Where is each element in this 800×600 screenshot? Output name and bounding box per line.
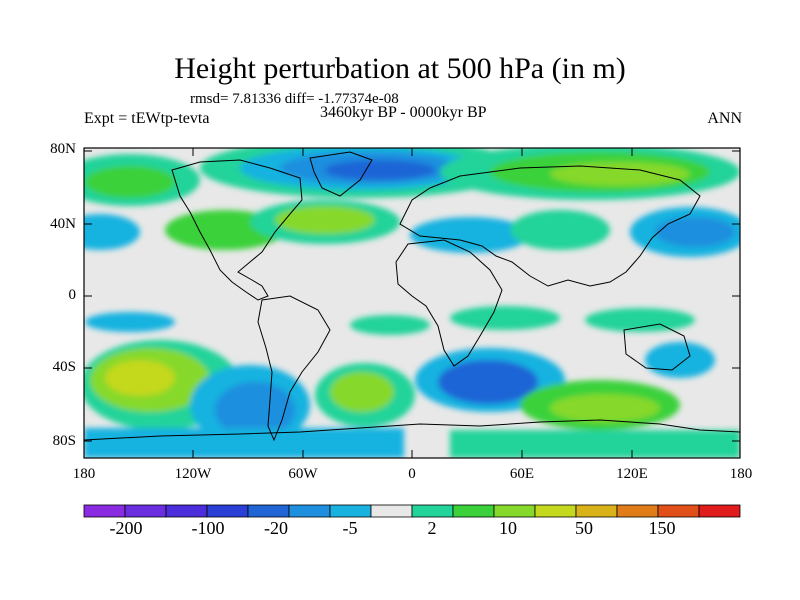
coastline-north-america: [171, 159, 303, 301]
lat-tick-label: 80S: [52, 433, 76, 449]
field-blob: [325, 160, 435, 180]
field-blob: [84, 214, 140, 250]
field-blob: [84, 428, 404, 458]
lon-tick-label: 120W: [174, 466, 212, 482]
colorbar-swatch: [452, 504, 495, 518]
field-blob: [85, 312, 175, 332]
lon-tick-label: 0: [408, 466, 416, 482]
colorbar-swatch: [698, 504, 741, 518]
coastline-australia: [623, 323, 691, 371]
colorbar-swatch: [493, 504, 536, 518]
axis-ticks: [84, 148, 740, 458]
lon-tick-label: 180: [729, 466, 753, 482]
field-blob: [645, 342, 715, 378]
colorbar-label: 50: [575, 518, 593, 538]
field-blob: [85, 166, 175, 198]
field-blob: [585, 308, 695, 332]
colorbar-swatch: [247, 504, 290, 518]
field-blob: [330, 372, 394, 412]
colorbar-swatch: [206, 504, 249, 518]
field-blob: [510, 210, 610, 250]
colorbar-label: -20: [264, 518, 288, 538]
colorbar-label: -200: [109, 518, 143, 538]
season-label: ANN: [707, 110, 742, 127]
field-blob: [105, 360, 175, 396]
lon-tick-label: 180: [72, 466, 96, 482]
field-blob: [655, 217, 735, 247]
field-blob: [450, 306, 560, 330]
field-blob: [410, 217, 530, 253]
colorbar-swatch: [411, 504, 454, 518]
lat-tick-label: 0: [68, 287, 77, 303]
lon-tick-label: 60W: [288, 466, 318, 482]
colorbar-label: 10: [499, 518, 517, 538]
coastlines: [84, 151, 740, 442]
map-title: Height perturbation at 500 hPa (in m): [174, 52, 626, 85]
coastline-south-america: [257, 295, 331, 442]
contour-field: [84, 148, 740, 458]
lat-tick-label: 80N: [50, 141, 76, 157]
lon-tick-label: 60E: [509, 466, 535, 482]
colorbar-swatch: [83, 504, 126, 518]
coastline-antarctica: [84, 419, 740, 441]
coastline-eurasia: [399, 165, 701, 287]
colorbar-swatch: [657, 504, 700, 518]
lat-tick-label: 40S: [52, 359, 76, 375]
colorbar-swatch: [575, 504, 618, 518]
field-blob: [450, 430, 740, 458]
experiment-label: Expt = tEWtp-tevta: [84, 110, 210, 127]
colorbar-label: -100: [191, 518, 225, 538]
field-blob: [215, 382, 295, 438]
colorbar-swatch: [370, 504, 413, 518]
period-label: 3460kyr BP - 0000kyr BP: [320, 104, 487, 121]
coastline-greenland: [309, 151, 373, 197]
field-blob: [438, 360, 538, 404]
colorbar-label: -5: [342, 518, 358, 538]
colorbar-swatch: [616, 504, 659, 518]
colorbar-label: 150: [648, 518, 676, 538]
colorbar-swatch: [534, 504, 577, 518]
colorbar-swatch: [165, 504, 208, 518]
colorbar-swatch: [288, 504, 331, 518]
field-blob: [550, 162, 690, 186]
colorbar: [83, 504, 741, 518]
coastline-africa: [395, 239, 503, 367]
lon-tick-label: 120E: [616, 466, 648, 482]
stats-line: rmsd= 7.81336 diff= -1.77374e-08: [190, 91, 399, 107]
colorbar-swatch: [124, 504, 167, 518]
lat-tick-label: 40N: [50, 216, 76, 232]
field-blob: [275, 206, 375, 234]
field-blob: [350, 315, 430, 335]
colorbar-swatch: [329, 504, 372, 518]
colorbar-label: 2: [427, 518, 437, 538]
field-blob: [550, 394, 660, 422]
